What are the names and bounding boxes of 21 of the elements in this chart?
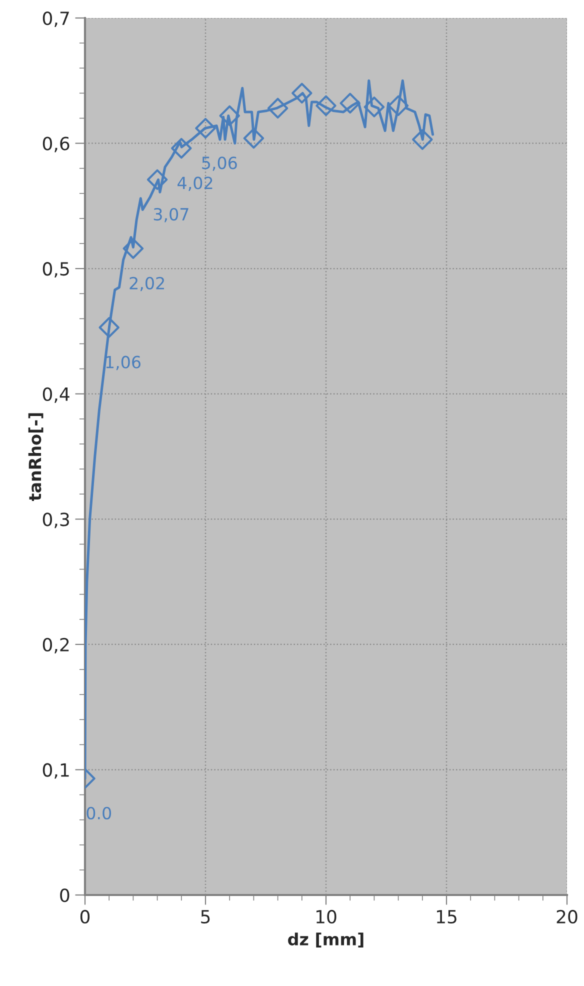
x-tick-label: 0 xyxy=(80,910,90,924)
x-axis-title: dz [mm] xyxy=(288,932,364,948)
y-tick-label: 0,2 xyxy=(42,638,69,654)
annotation: 0.0 xyxy=(86,806,112,820)
annotation: 4,02 xyxy=(178,176,212,191)
x-tick-label: 20 xyxy=(556,910,578,924)
x-tick-label: 5 xyxy=(201,910,210,924)
y-tick-label: 0,1 xyxy=(42,763,69,779)
annotation: 1,06 xyxy=(106,356,140,370)
x-tick-label: 10 xyxy=(316,910,336,924)
annotation: 5,06 xyxy=(202,156,237,171)
y-axis-title: tanRho[-] xyxy=(28,413,44,501)
annotation: 3,07 xyxy=(154,208,188,222)
annotation: 2,02 xyxy=(130,276,164,292)
x-tick-label: 15 xyxy=(436,910,456,924)
y-tick-label: 0,6 xyxy=(42,136,70,152)
y-tick-label: 0,7 xyxy=(42,11,69,27)
y-tick-label: 0,3 xyxy=(42,512,69,528)
y-tick-label: 0 xyxy=(60,888,70,902)
y-tick-label: 0,4 xyxy=(42,387,70,403)
y-tick-label: 0,5 xyxy=(42,262,69,278)
